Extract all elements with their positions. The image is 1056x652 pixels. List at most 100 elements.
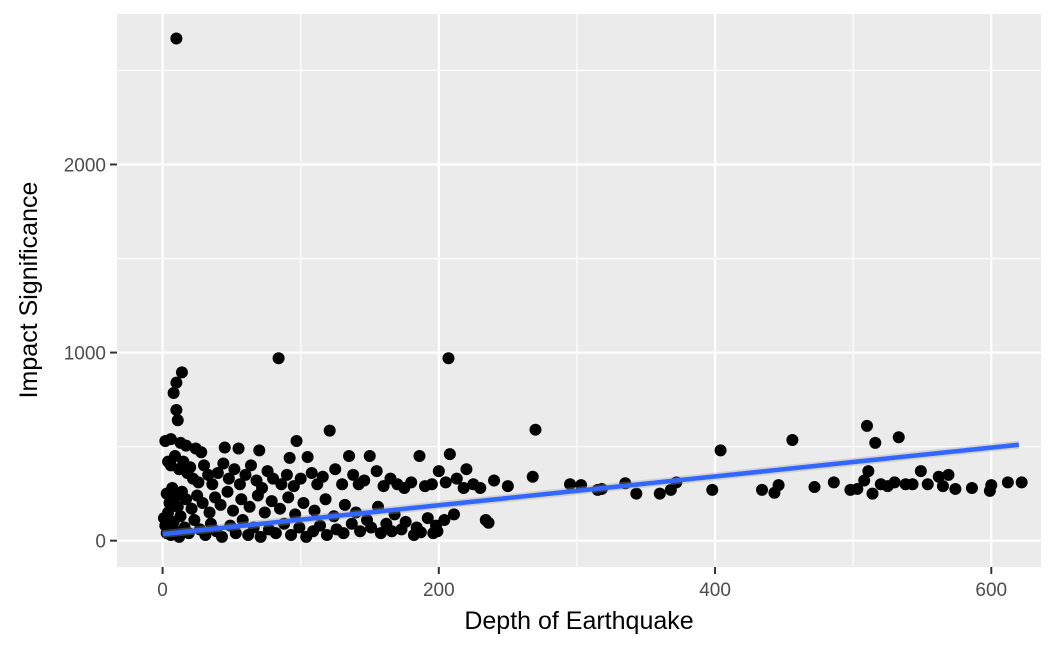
data-point <box>185 502 198 515</box>
x-tick-label: 600 <box>975 580 1007 601</box>
data-point <box>171 500 184 513</box>
data-point <box>529 423 542 436</box>
data-point <box>171 414 184 427</box>
data-point <box>892 431 905 444</box>
data-point <box>343 450 356 463</box>
data-point <box>851 482 864 495</box>
data-point <box>227 504 240 517</box>
data-point <box>320 529 333 542</box>
data-point <box>869 436 882 449</box>
data-points <box>157 32 1028 543</box>
data-point <box>564 478 577 491</box>
data-point <box>808 481 821 494</box>
data-point <box>218 441 231 454</box>
data-point <box>167 387 180 400</box>
data-point <box>860 419 873 432</box>
data-point <box>293 521 306 534</box>
data-point <box>297 497 310 510</box>
data-point <box>174 510 187 523</box>
x-tick-label: 0 <box>157 580 168 601</box>
data-point <box>222 472 235 485</box>
data-point <box>432 465 445 478</box>
data-point <box>457 482 470 494</box>
data-point <box>338 498 351 511</box>
data-point <box>438 513 451 526</box>
data-point <box>358 474 371 487</box>
data-point <box>269 527 282 540</box>
data-point <box>235 493 248 506</box>
data-point <box>888 476 901 489</box>
data-point <box>214 498 227 511</box>
data-point <box>630 487 643 500</box>
data-point <box>280 468 293 481</box>
data-point <box>1015 476 1028 489</box>
data-point <box>170 32 183 45</box>
data-point <box>162 506 175 519</box>
data-point <box>275 478 288 491</box>
data-point <box>965 482 978 494</box>
data-point <box>706 483 719 496</box>
data-point <box>714 444 727 457</box>
data-point <box>1001 476 1014 489</box>
data-point <box>936 480 949 493</box>
data-point <box>188 513 201 526</box>
data-point <box>374 527 387 540</box>
data-point <box>180 493 193 506</box>
data-point <box>206 478 219 491</box>
data-point <box>914 465 927 478</box>
data-point <box>170 376 183 389</box>
data-point <box>236 513 249 526</box>
data-point <box>421 512 434 525</box>
data-point <box>215 530 228 543</box>
data-point <box>244 459 257 472</box>
data-point <box>370 465 383 478</box>
data-point <box>414 526 427 539</box>
data-point <box>323 424 336 437</box>
data-point <box>756 483 769 496</box>
data-point <box>526 470 539 483</box>
data-point <box>365 521 378 534</box>
data-point <box>254 530 267 543</box>
data-point <box>501 480 514 493</box>
y-tick-label: 0 <box>95 532 106 553</box>
axis-ticks <box>110 163 993 574</box>
y-axis-title: Impact Significance <box>15 182 43 399</box>
data-point <box>203 506 216 519</box>
tick-labels: 0 200 400 600 0 1000 2000 <box>64 155 1007 601</box>
data-point <box>405 476 418 489</box>
data-point <box>395 523 408 536</box>
trend-line-group <box>162 440 1020 539</box>
data-point <box>786 434 799 447</box>
major-gridlines <box>117 14 1041 567</box>
data-point <box>319 493 332 506</box>
data-point <box>443 448 456 461</box>
data-point <box>985 479 998 492</box>
data-point <box>827 476 840 489</box>
data-point <box>232 442 245 455</box>
data-point <box>942 468 955 481</box>
data-point <box>221 485 234 498</box>
data-point <box>450 472 463 485</box>
y-tick-label: 2000 <box>64 155 106 176</box>
data-point <box>413 450 426 463</box>
data-point <box>202 468 215 481</box>
data-point <box>272 352 285 365</box>
data-point <box>482 516 495 529</box>
data-point <box>283 451 296 464</box>
data-point <box>159 434 172 447</box>
data-point <box>195 446 208 459</box>
data-point <box>308 504 321 517</box>
data-point <box>217 457 230 470</box>
data-point <box>906 478 919 491</box>
data-point <box>192 476 205 489</box>
data-point <box>949 482 962 495</box>
data-point <box>448 508 461 521</box>
data-point <box>282 491 295 504</box>
data-point <box>243 500 256 513</box>
data-point <box>862 465 875 478</box>
data-point <box>336 478 349 491</box>
data-point <box>251 489 264 502</box>
data-point <box>175 366 188 379</box>
data-point <box>385 525 398 538</box>
